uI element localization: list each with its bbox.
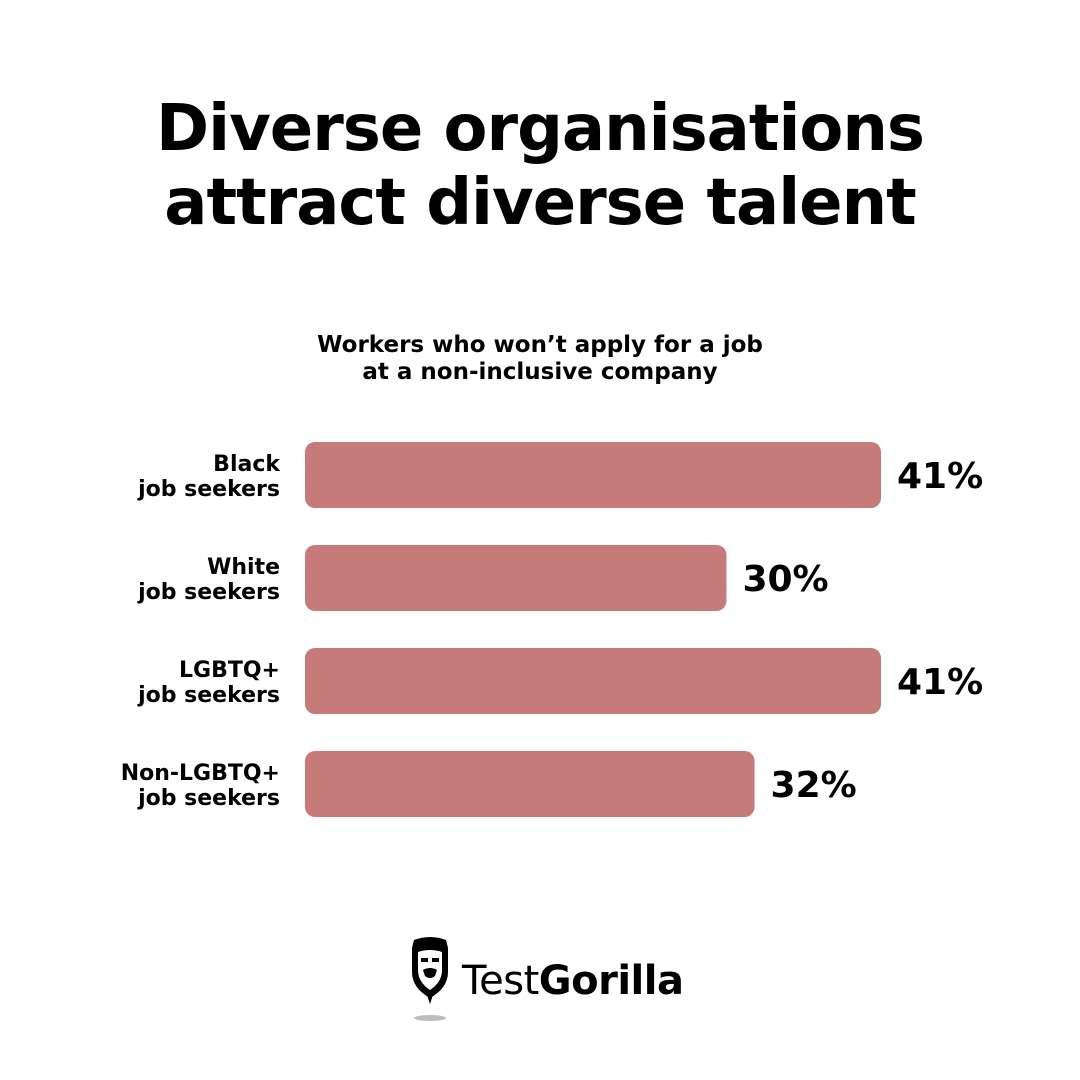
chart-subtitle-line-2: at a non-inclusive company <box>362 359 718 385</box>
logo-text-test: Test <box>462 958 539 1004</box>
category-label-2-line-1: job seekers <box>137 683 280 708</box>
bar-2 <box>305 648 881 714</box>
value-label-3: 32% <box>771 765 857 806</box>
testgorilla-logo: TestGorilla <box>408 936 688 1026</box>
category-label-0: Black job seekers <box>137 452 281 502</box>
logo-text-gorilla: Gorilla <box>538 958 684 1004</box>
category-label-0-line-1: job seekers <box>137 477 280 502</box>
category-label-0-line-0: Black <box>213 452 281 477</box>
value-label-2: 41% <box>897 662 983 703</box>
bar-3 <box>305 751 755 817</box>
value-label-1: 30% <box>742 559 828 600</box>
category-label-3-line-1: job seekers <box>137 786 280 811</box>
category-label-1: White job seekers <box>137 555 280 605</box>
chart-title-line-1: Diverse organisations <box>156 92 925 166</box>
chart-subtitle-line-1: Workers who won’t apply for a job <box>317 332 763 358</box>
logo-wordmark: TestGorilla <box>462 956 684 1006</box>
chart-title-line-2: attract diverse talent <box>164 166 916 240</box>
category-label-3-line-0: Non-LGBTQ+ <box>121 761 280 786</box>
category-label-2: LGBTQ+ job seekers <box>137 658 280 708</box>
chart-subtitle: Workers who won’t apply for a job at a n… <box>0 332 1080 386</box>
category-label-2-line-0: LGBTQ+ <box>179 658 280 683</box>
category-label-1-line-1: job seekers <box>137 580 280 605</box>
bar-1 <box>305 545 727 611</box>
chart-title: Diverse organisations attract diverse ta… <box>0 92 1080 240</box>
gorilla-icon <box>412 937 448 1021</box>
category-label-3: Non-LGBTQ+ job seekers <box>121 761 280 811</box>
value-label-0: 41% <box>897 456 983 497</box>
bar-0 <box>305 442 881 508</box>
category-label-1-line-0: White <box>207 555 280 580</box>
